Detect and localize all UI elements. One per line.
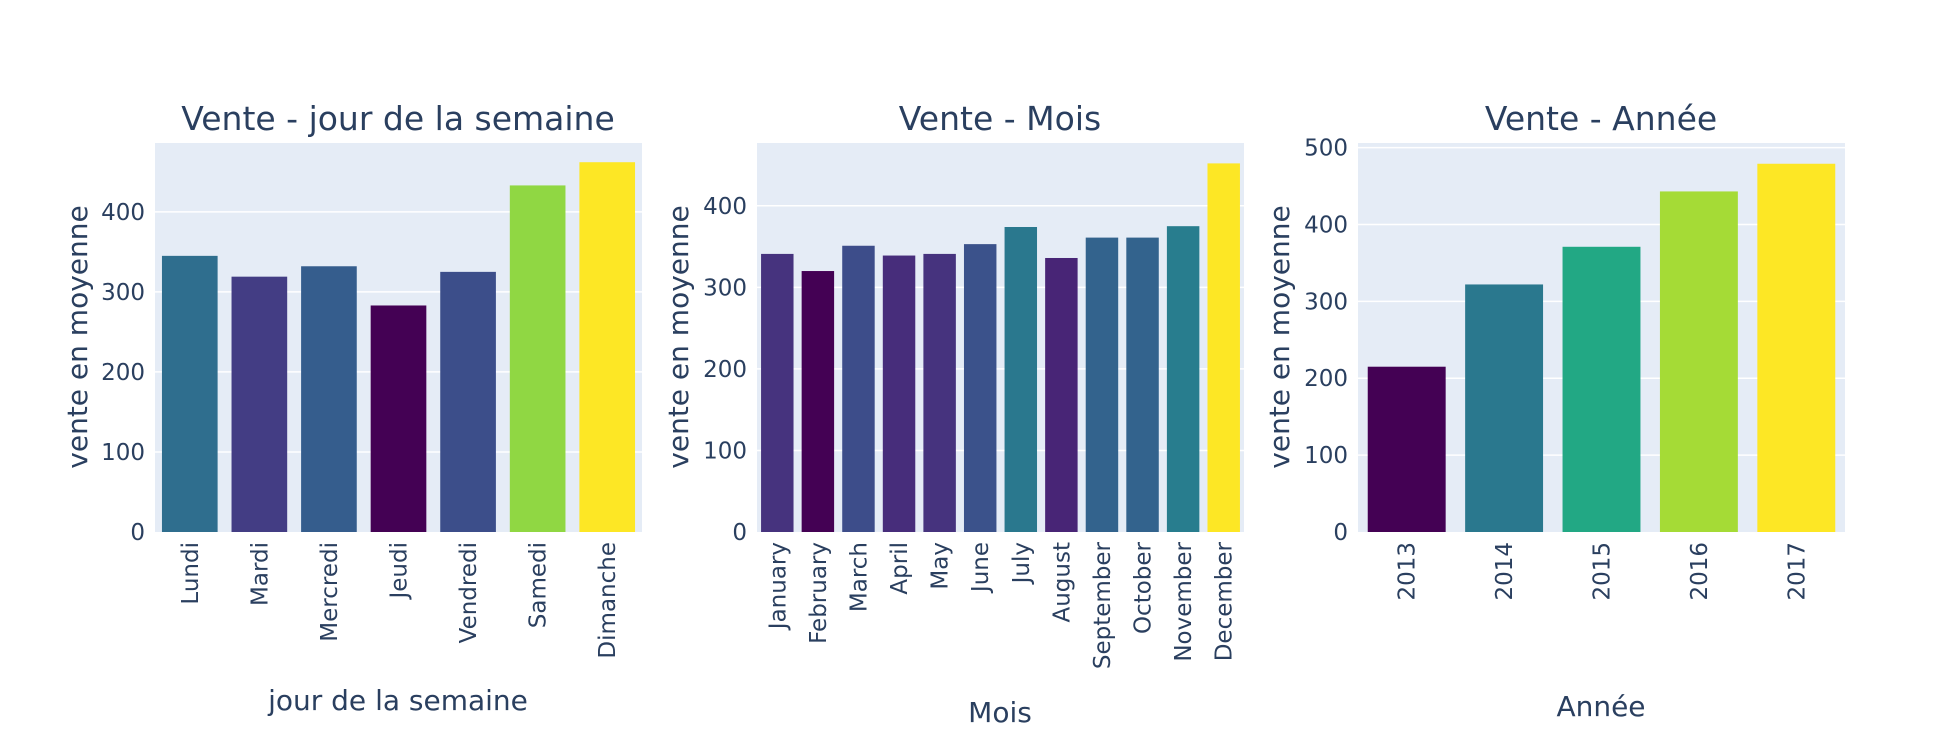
x-tick-label-month-august: August — [1049, 542, 1075, 623]
bar-year-2014 — [1465, 284, 1544, 532]
x-tick-label-month-march: March — [846, 542, 872, 612]
x-tick-label-weekday-lundi: Lundi — [178, 542, 204, 605]
bar-month-july — [1004, 226, 1038, 532]
x-tick-label-weekday-samedi: Samedi — [526, 542, 552, 628]
bar-weekday-samedi — [509, 185, 566, 532]
y-tick-label-year-300: 300 — [1304, 289, 1348, 315]
y-tick-label-month-0: 0 — [732, 520, 747, 546]
plot-area-month — [757, 143, 1244, 532]
bar-year-2015 — [1562, 246, 1641, 532]
x-tick-label-year-2014: 2014 — [1492, 542, 1518, 601]
y-tick-label-weekday-400: 400 — [101, 200, 145, 226]
y-axis-title-year: vente en moyenne — [1263, 205, 1296, 468]
x-tick-label-month-october: October — [1131, 541, 1157, 634]
x-tick-label-month-january: January — [765, 542, 791, 631]
chart-title-weekday: Vente - jour de la semaine — [181, 99, 615, 138]
y-tick-label-weekday-100: 100 — [101, 440, 145, 466]
bar-month-february — [801, 271, 835, 532]
x-tick-label-weekday-mardi: Mardi — [247, 542, 273, 606]
chart-title-year: Vente - Année — [1485, 99, 1717, 138]
bar-weekday-mardi — [231, 276, 288, 532]
chart-year: 0 100 200 300 400 500 2013 2014 2015 2016 2017 Ve… — [1263, 99, 1845, 723]
bar-month-november — [1166, 226, 1200, 533]
x-tick-label-month-september: September — [1090, 541, 1116, 669]
bar-month-august — [1045, 257, 1078, 532]
x-tick-label-weekday-vendredi: Vendredi — [456, 542, 482, 643]
x-axis-title-weekday: jour de la semaine — [267, 684, 528, 717]
x-tick-label-month-april: April — [887, 542, 913, 595]
y-tick-label-month-200: 200 — [703, 357, 747, 383]
bar-month-december — [1207, 163, 1240, 532]
x-tick-label-weekday-mercredi: Mercredi — [317, 542, 343, 642]
y-tick-label-year-500: 500 — [1304, 136, 1348, 162]
y-tick-label-year-0: 0 — [1333, 520, 1348, 546]
bar-month-january — [761, 253, 794, 532]
bar-weekday-vendredi — [440, 271, 496, 532]
bar-month-june — [963, 244, 997, 532]
bar-year-2017 — [1757, 163, 1836, 533]
bar-weekday-jeudi — [370, 305, 427, 532]
y-tick-label-weekday-300: 300 — [101, 280, 145, 306]
x-tick-label-year-2017: 2017 — [1784, 542, 1810, 601]
bar-month-may — [923, 253, 956, 532]
x-tick-label-year-2016: 2016 — [1687, 542, 1713, 601]
bar-year-2016 — [1659, 191, 1738, 532]
x-tick-label-weekday-jeudi: Jeudi — [387, 542, 413, 601]
bar-year-2013 — [1367, 366, 1446, 532]
y-axis-title-month: vente en moyenne — [662, 205, 695, 468]
y-tick-label-year-100: 100 — [1304, 443, 1348, 469]
bar-weekday-lundi — [161, 255, 218, 532]
bar-month-march — [842, 245, 875, 533]
chart-month: 0 100 200 300 400 January February March April M… — [662, 99, 1244, 729]
bar-month-october — [1126, 237, 1159, 532]
x-tick-label-weekday-dimanche: Dimanche — [595, 542, 621, 659]
y-tick-label-month-100: 100 — [703, 438, 747, 464]
bar-weekday-mercredi — [301, 266, 357, 532]
y-tick-label-year-200: 200 — [1304, 366, 1348, 392]
bar-month-september — [1085, 237, 1119, 532]
chart-title-month: Vente - Mois — [899, 99, 1101, 138]
x-tick-label-month-june: June — [968, 542, 994, 594]
x-tick-label-month-december: December — [1212, 541, 1238, 661]
y-tick-label-month-400: 400 — [703, 194, 747, 220]
x-tick-label-year-2015: 2015 — [1590, 542, 1616, 601]
x-tick-label-year-2013: 2013 — [1395, 542, 1421, 601]
y-axis-title-weekday: vente en moyenne — [61, 205, 94, 468]
y-tick-label-weekday-0: 0 — [130, 520, 145, 546]
chart-weekday: 0 100 200 300 400 Lundi Mardi Mercredi Jeudi Ven… — [61, 99, 642, 717]
x-axis-title-month: Mois — [968, 696, 1032, 729]
x-tick-label-month-may: May — [928, 542, 954, 590]
y-tick-label-weekday-200: 200 — [101, 360, 145, 386]
bar-weekday-dimanche — [579, 162, 636, 532]
x-tick-label-month-november: November — [1171, 541, 1197, 661]
y-tick-label-month-300: 300 — [703, 275, 747, 301]
bar-month-april — [882, 255, 916, 532]
x-tick-label-month-july: July — [1009, 542, 1035, 585]
x-tick-label-month-february: February — [806, 542, 832, 644]
x-axis-title-year: Année — [1556, 690, 1645, 723]
y-tick-label-year-400: 400 — [1304, 212, 1348, 238]
